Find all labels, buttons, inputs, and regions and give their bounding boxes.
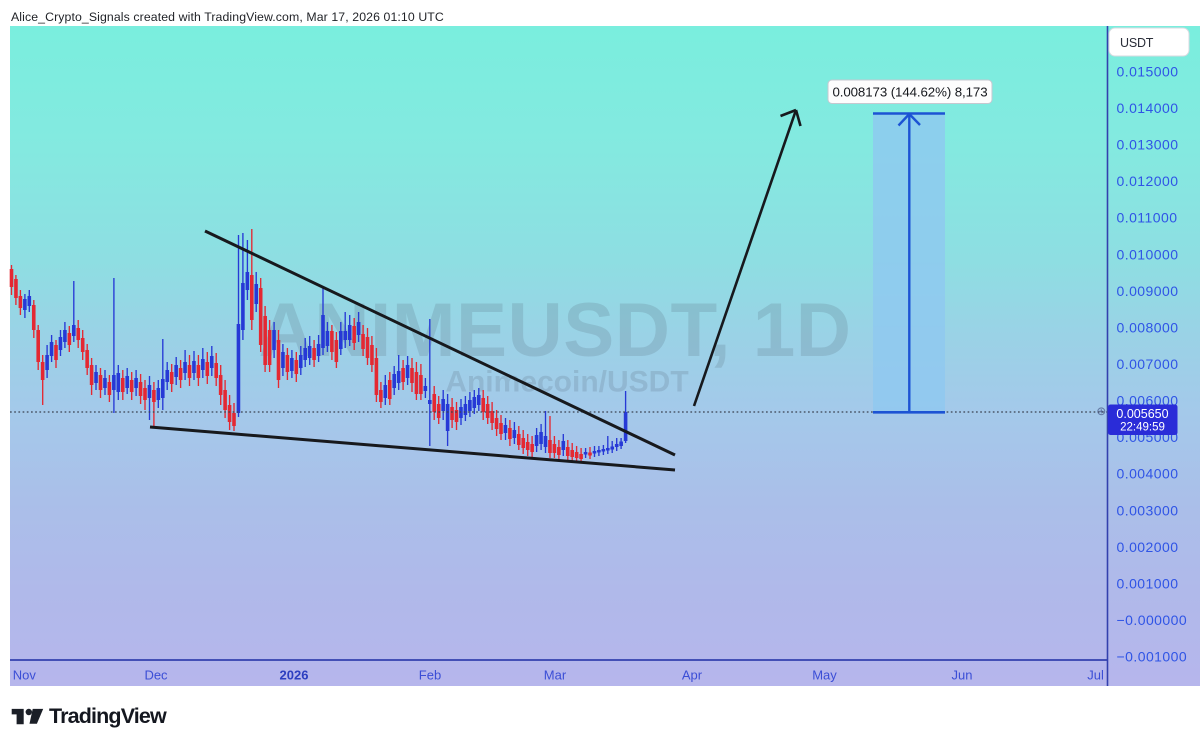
svg-text:Jun: Jun [952, 668, 973, 683]
svg-text:0.010000: 0.010000 [1117, 246, 1179, 262]
svg-text:Dec: Dec [144, 668, 168, 683]
svg-text:0.012000: 0.012000 [1117, 173, 1179, 189]
svg-text:Animecoin/USDT: Animecoin/USDT [445, 366, 688, 399]
svg-text:22:49:59: 22:49:59 [1120, 422, 1165, 434]
svg-text:0.005650: 0.005650 [1116, 407, 1168, 421]
svg-text:0.007000: 0.007000 [1117, 356, 1179, 372]
svg-text:Nov: Nov [13, 668, 37, 683]
svg-text:0.008000: 0.008000 [1117, 319, 1179, 335]
svg-text:Mar: Mar [544, 668, 567, 683]
svg-text:0.002000: 0.002000 [1117, 539, 1179, 555]
svg-text:May: May [812, 668, 837, 683]
svg-text:0.015000: 0.015000 [1117, 63, 1179, 79]
svg-text:Feb: Feb [419, 668, 441, 683]
svg-text:0.008173 (144.62%) 8,173: 0.008173 (144.62%) 8,173 [832, 85, 987, 100]
svg-text:−0.001000: −0.001000 [1117, 649, 1188, 665]
svg-text:0.011000: 0.011000 [1117, 210, 1178, 226]
svg-text:Apr: Apr [682, 668, 703, 683]
svg-text:ANIMEUSDT, 1D: ANIMEUSDT, 1D [258, 288, 851, 373]
svg-text:0.004000: 0.004000 [1117, 466, 1179, 482]
svg-text:USDT: USDT [1120, 36, 1154, 50]
svg-text:TradingView: TradingView [49, 704, 167, 728]
svg-text:0.001000: 0.001000 [1117, 576, 1179, 592]
svg-text:−0.000000: −0.000000 [1117, 612, 1188, 628]
svg-text:0.003000: 0.003000 [1117, 502, 1179, 518]
svg-text:Jul: Jul [1087, 668, 1104, 683]
svg-text:0.009000: 0.009000 [1117, 283, 1179, 299]
svg-text:2026: 2026 [280, 668, 309, 683]
svg-text:0.014000: 0.014000 [1117, 100, 1179, 116]
svg-text:0.013000: 0.013000 [1117, 137, 1179, 153]
